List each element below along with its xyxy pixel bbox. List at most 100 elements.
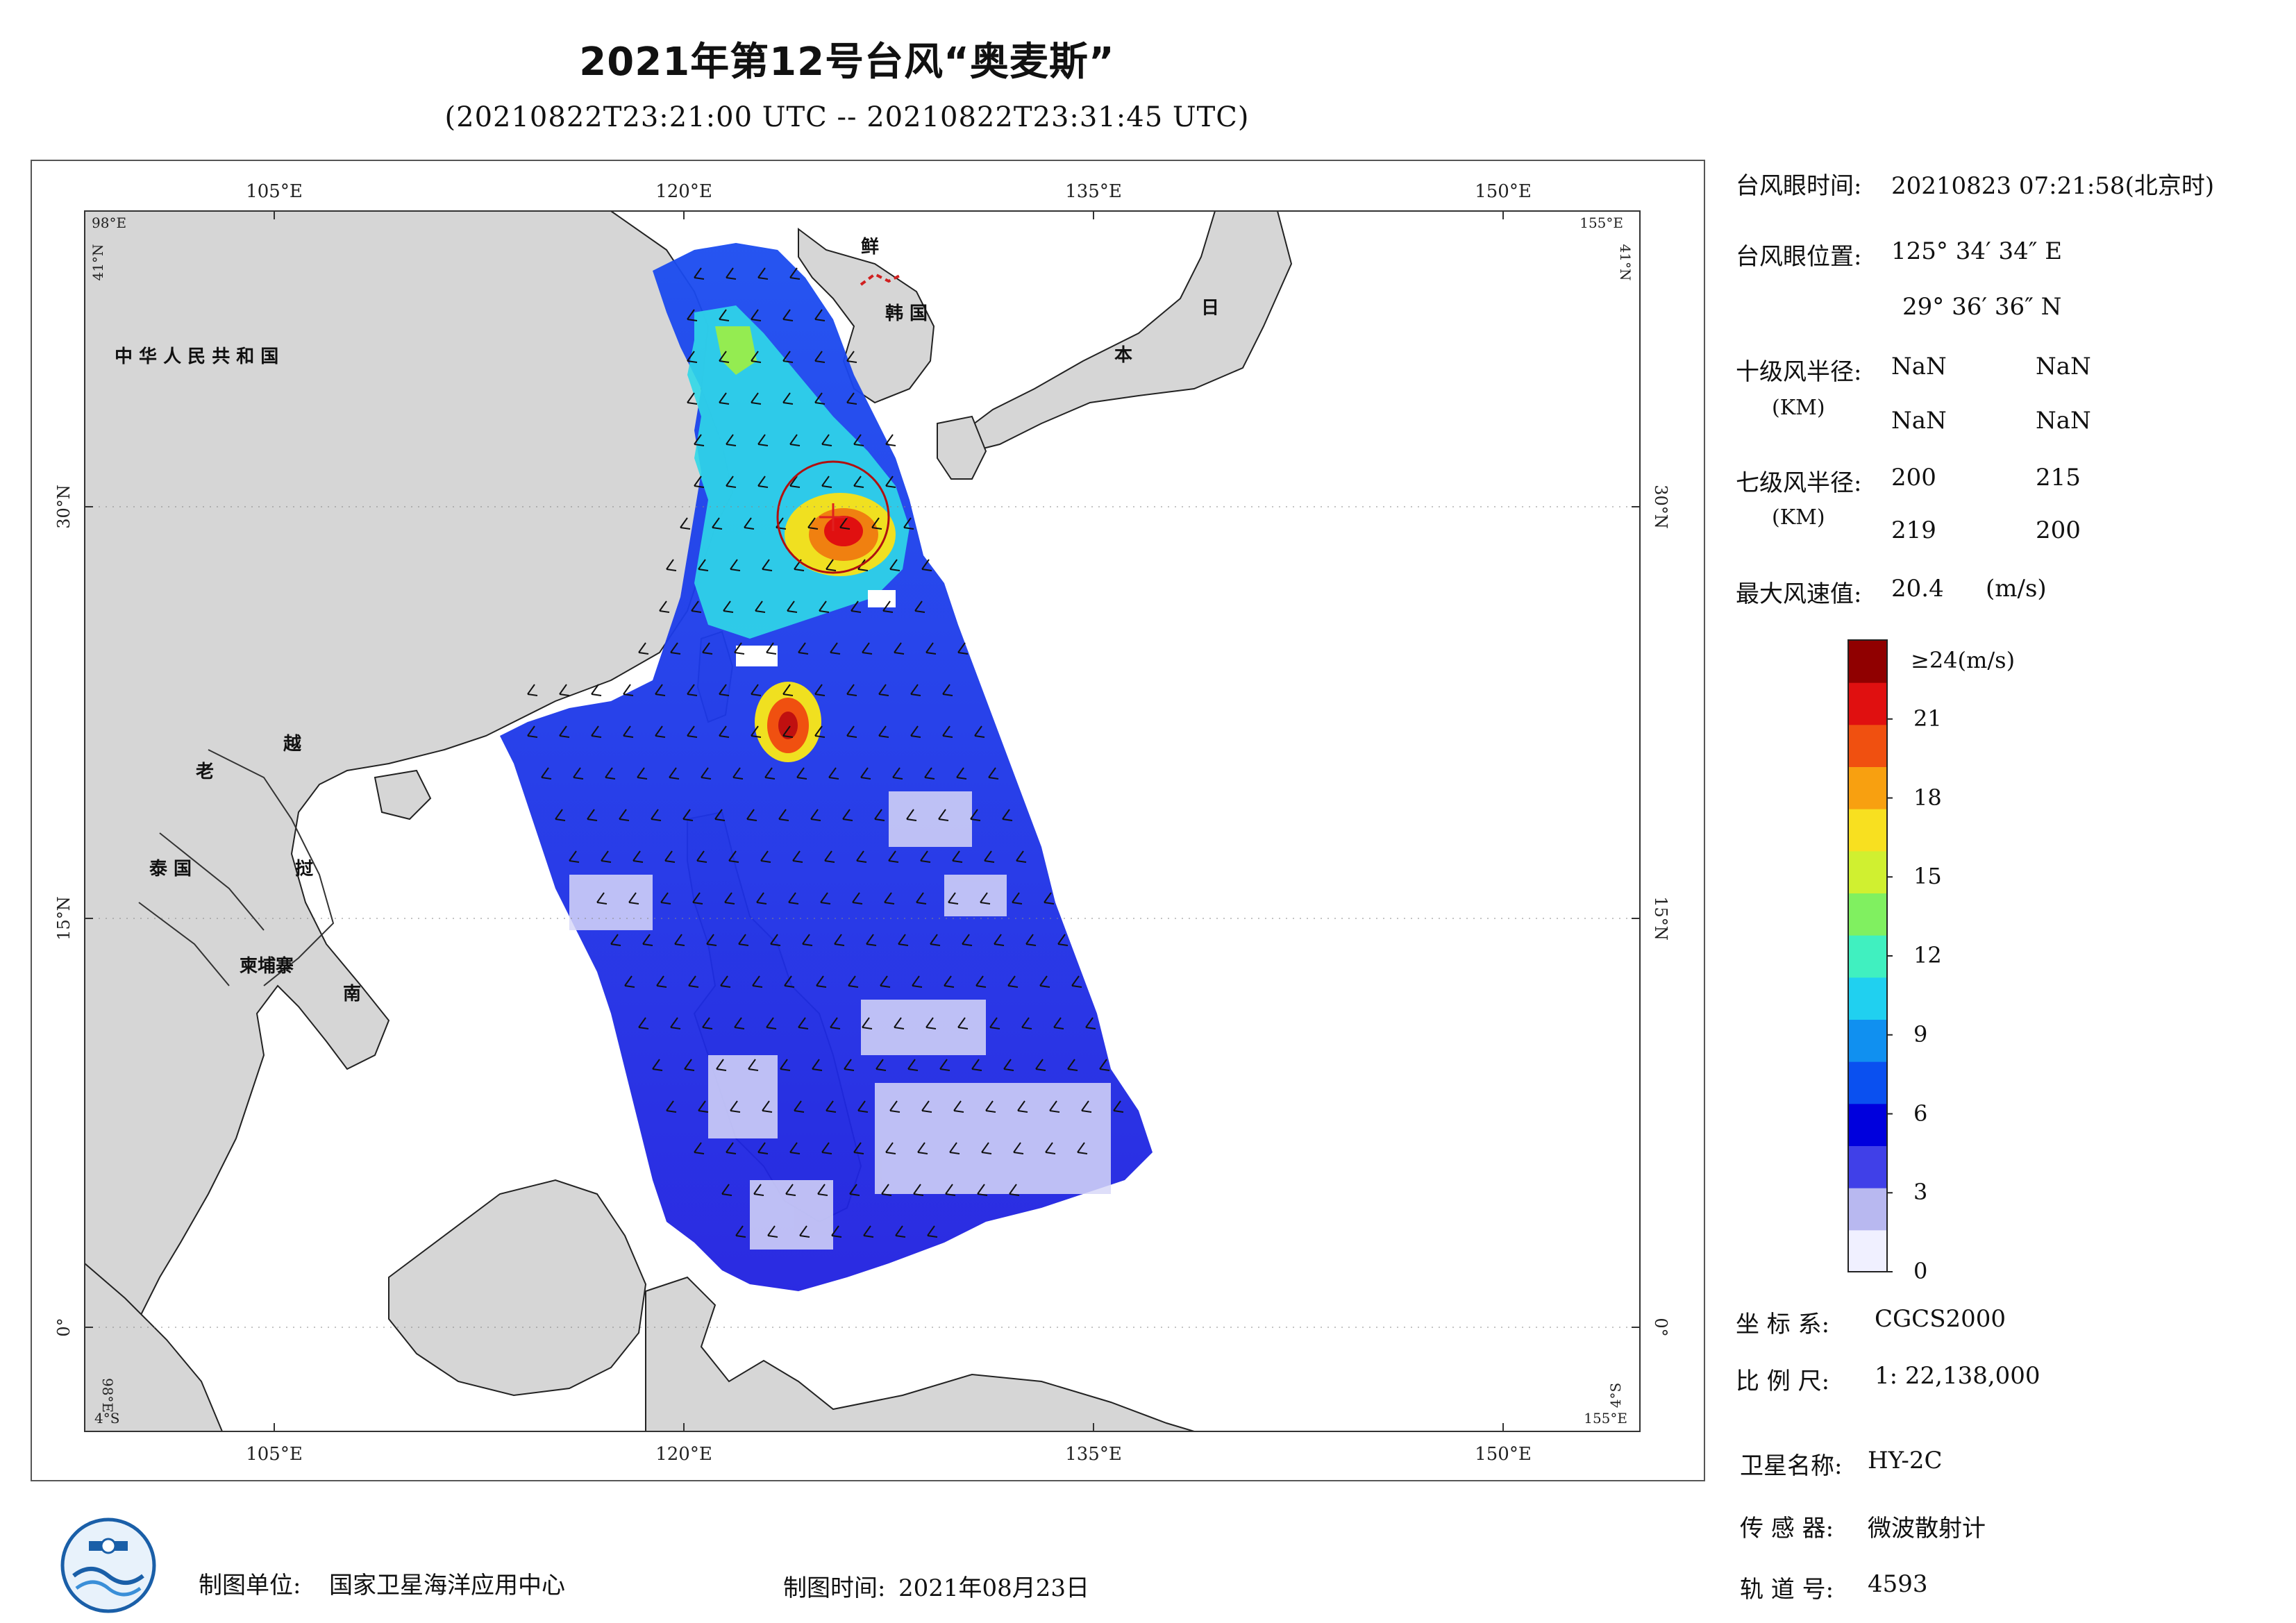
wind-barb xyxy=(885,476,896,488)
wind-barb xyxy=(555,809,566,821)
wind-barb xyxy=(720,975,731,988)
orbit-value: 4593 xyxy=(1868,1570,1928,1598)
country-label-japan-1: 日 xyxy=(1201,298,1219,319)
wind-barb xyxy=(885,434,896,446)
graticule xyxy=(85,506,1640,1328)
wind-barb xyxy=(1053,1017,1064,1029)
wind-barb xyxy=(687,684,698,696)
lon-label-top: 120°E xyxy=(655,181,712,202)
colorbar-segment xyxy=(1848,808,1887,852)
wind-barb xyxy=(921,559,932,571)
r7-label: 七级风半径: xyxy=(1736,469,1862,497)
country-label-vietnam-2: 挝 xyxy=(295,859,313,880)
map-frame xyxy=(31,160,1705,1481)
wind-barb xyxy=(1081,1100,1092,1113)
wind-barb xyxy=(730,559,741,571)
wind-barb xyxy=(920,850,931,863)
wind-barb xyxy=(985,1100,996,1113)
wind-barb xyxy=(794,1100,805,1113)
r10-value: NaN xyxy=(1891,353,1947,380)
wind-barb xyxy=(816,975,827,988)
country-label-south-korea: 韩 国 xyxy=(885,303,928,324)
wind-barb xyxy=(814,684,826,696)
lat-label-right: 0° xyxy=(1651,1318,1670,1336)
wind-barb xyxy=(757,267,769,280)
wind-barb xyxy=(1113,1100,1124,1113)
wind-barb xyxy=(698,559,709,571)
producer-value: 国家卫星海洋应用中心 xyxy=(329,1572,565,1599)
wind-barb xyxy=(746,809,757,821)
colorbar-segment xyxy=(1848,977,1887,1020)
wind-barb xyxy=(692,892,703,905)
wind-barb xyxy=(807,517,819,530)
wind-barb xyxy=(948,892,959,905)
wind-barb xyxy=(921,1100,932,1113)
wind-barb xyxy=(751,351,762,363)
wind-barb xyxy=(767,1225,778,1238)
map-inner-border xyxy=(84,210,1641,1432)
wind-barb xyxy=(698,1100,709,1113)
orbit-label: 轨 道 号: xyxy=(1740,1576,1834,1604)
produced-time-value: 2021年08月23日 xyxy=(898,1574,1090,1602)
wind-barb xyxy=(623,684,634,696)
wind-barb xyxy=(766,642,777,655)
wind-barb xyxy=(723,600,734,613)
moderate-wind-band-green xyxy=(715,326,757,375)
wind-barb xyxy=(559,725,570,738)
wind-barb xyxy=(669,767,680,780)
swath-gap xyxy=(868,590,896,607)
wind-barb xyxy=(912,975,923,988)
wind-barb xyxy=(846,392,857,405)
wind-barb xyxy=(687,725,698,738)
wind-barb xyxy=(596,892,607,905)
colorbar-segment xyxy=(1848,1187,1887,1231)
swath-gap xyxy=(736,646,778,666)
land-hainan xyxy=(374,769,432,821)
wind-barb xyxy=(830,642,841,655)
lat-label-left: 0° xyxy=(54,1318,74,1336)
wind-barb xyxy=(762,559,773,571)
colorbar-segment xyxy=(1848,1019,1887,1062)
wind-barb xyxy=(778,809,789,821)
wind-barb xyxy=(638,642,649,655)
wind-barb xyxy=(719,725,730,738)
wind-barb xyxy=(942,725,953,738)
wind-barb xyxy=(712,517,723,530)
wind-barb xyxy=(848,975,859,988)
corner-label-tl-lon: 98°E xyxy=(92,215,126,231)
r7-value: 215 xyxy=(2036,464,2081,491)
lon-label-bottom: 105°E xyxy=(246,1444,303,1465)
colorbar-border xyxy=(1847,639,1888,1272)
wind-barb xyxy=(623,725,634,738)
colorbar-tick-label: 12 xyxy=(1913,942,1942,968)
wind-barb xyxy=(856,850,867,863)
wind-barb xyxy=(916,892,927,905)
corner-label-tr-lon: 155°E xyxy=(1579,215,1623,231)
wind-barb xyxy=(684,1059,695,1071)
wind-barb xyxy=(719,684,730,696)
wind-barb xyxy=(760,850,771,863)
wind-barb xyxy=(591,725,602,738)
wind-barb xyxy=(910,725,921,738)
wind-barb xyxy=(914,600,925,613)
wind-barb xyxy=(655,684,666,696)
colorbar-top-label: ≥24(m/s) xyxy=(1911,647,2016,673)
wind-barb xyxy=(632,850,644,863)
wind-barb xyxy=(719,392,730,405)
land-borneo xyxy=(388,1179,647,1397)
wind-barb xyxy=(726,476,737,488)
wind-barb xyxy=(687,351,698,363)
wind-barb xyxy=(785,1184,796,1196)
wind-barb xyxy=(894,642,905,655)
wind-barb xyxy=(844,1059,855,1071)
land-kyushu xyxy=(937,415,987,480)
wind-barb xyxy=(601,850,612,863)
colorbar-segment xyxy=(1848,1145,1887,1188)
colorbar-segment xyxy=(1848,640,1887,683)
wind-barb xyxy=(1045,1142,1056,1154)
wind-barb xyxy=(734,642,745,655)
r7-value: 219 xyxy=(1891,516,1936,544)
wind-barb xyxy=(656,975,667,988)
wind-barb xyxy=(751,684,762,696)
lon-label-bottom: 135°E xyxy=(1065,1444,1122,1465)
